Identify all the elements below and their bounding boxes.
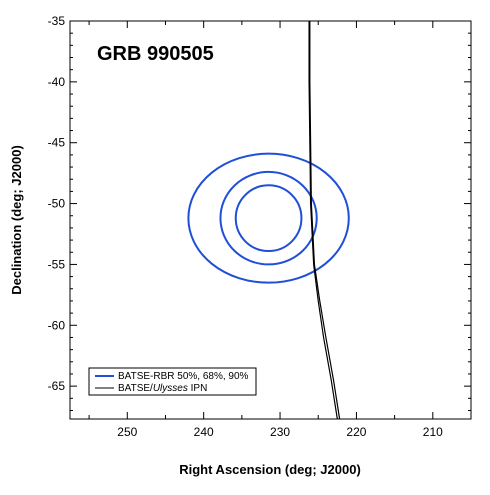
chart-title: GRB 990505 [97,43,214,65]
contour-90pct [187,152,350,284]
data-layer [187,21,350,419]
plot-frame [69,20,472,420]
y-tick-label: -65 [48,379,66,393]
legend-label-batse-rbr: BATSE-RBR 50%, 68%, 90% [118,371,249,382]
y-tick-label: -35 [48,14,66,28]
x-tick-label: 210 [423,425,443,439]
contour-68pct [219,170,318,266]
legend-box [88,367,257,396]
contour-50pct [234,184,303,253]
ticks-layer: 250 240 230 220 210 -35 -40 -45 -50 -55 -60 -65 [48,14,471,439]
x-tick-label: 230 [270,425,290,439]
legend-label-ipn-part-3: IPN [188,383,207,394]
legend-label-ipn-part-1: BATSE/ [118,383,153,394]
ipn-annulus-edge-1 [309,21,341,419]
x-tick-label: 250 [117,425,137,439]
legend-label-ipn-part-2: Ulysses [153,383,188,394]
ipn-annulus-edge-2 [308,21,338,419]
y-tick-label: -45 [48,136,66,150]
x-axis-label: Right Ascension (deg; J2000) [179,462,361,477]
y-tick-label: -50 [48,197,66,211]
x-tick-label: 220 [346,425,366,439]
y-tick-label: -60 [48,318,66,332]
x-tick-label: 240 [194,425,214,439]
y-tick-label: -55 [48,257,66,271]
y-axis-label: Declination (deg; J2000) [9,145,24,295]
y-tick-label: -40 [48,75,66,89]
legend: BATSE-RBR 50%, 68%, 90% BATSE/Ulysses IP… [88,367,257,396]
legend-label-ipn: BATSE/Ulysses IPN [118,383,207,394]
